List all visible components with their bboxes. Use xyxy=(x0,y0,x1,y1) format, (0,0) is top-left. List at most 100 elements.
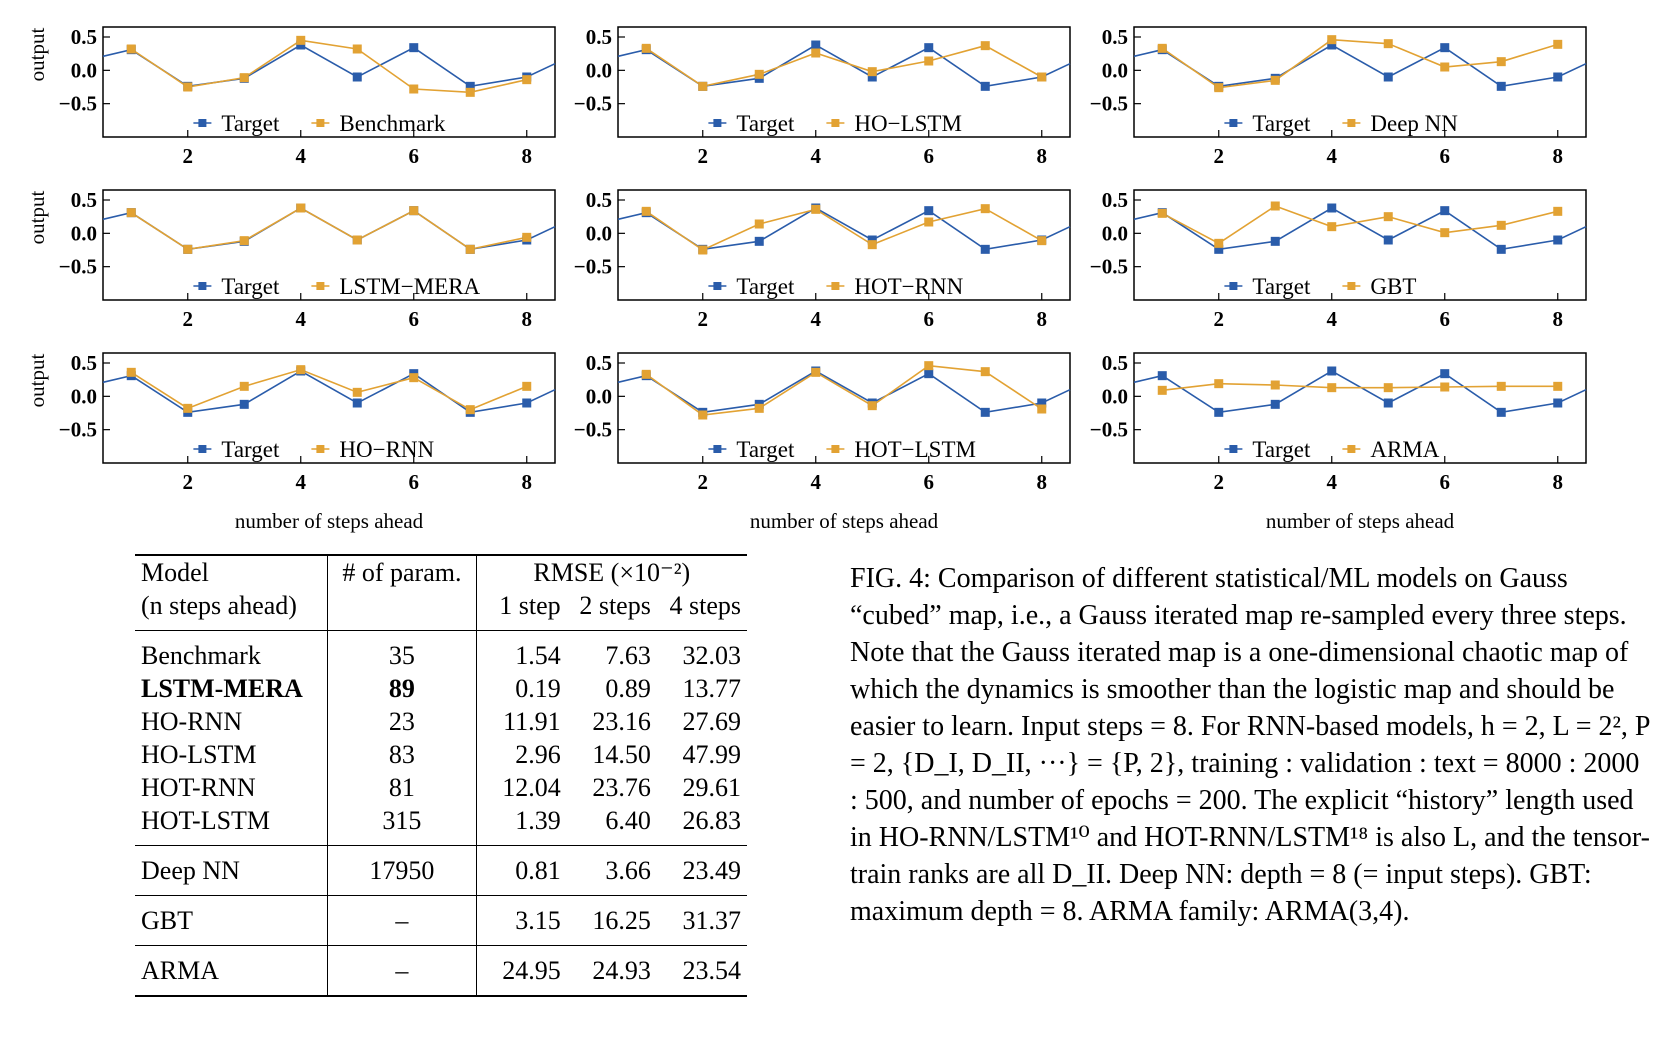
prediction-point xyxy=(409,373,419,383)
target-line xyxy=(1133,207,1587,251)
prediction-point xyxy=(1553,381,1563,391)
legend-target-label: Target xyxy=(221,437,280,462)
y-tick-label: 0.5 xyxy=(586,351,612,375)
x-tick-label: 8 xyxy=(522,144,533,168)
prediction-point xyxy=(239,73,249,83)
target-point xyxy=(409,43,419,53)
legend-model-marker xyxy=(1347,119,1356,127)
prediction-point xyxy=(1270,201,1280,211)
prediction-point xyxy=(1214,83,1224,93)
y-tick-label: −0.5 xyxy=(1090,92,1128,116)
y-tick-label: 0.5 xyxy=(1102,351,1128,375)
legend-target-label: Target xyxy=(736,437,795,462)
x-tick-label: 8 xyxy=(1037,307,1048,331)
target-point xyxy=(1496,244,1506,254)
prediction-point xyxy=(811,367,821,377)
prediction-point xyxy=(980,367,990,377)
prediction-point xyxy=(1440,228,1450,238)
x-tick-label: 4 xyxy=(296,144,307,168)
prediction-point xyxy=(465,87,475,97)
prediction-line xyxy=(1161,205,1558,245)
prediction-line xyxy=(645,44,1043,88)
y-axis-label: output xyxy=(25,354,49,408)
legend-model-label: LSTM−MERA xyxy=(339,274,480,299)
prediction-point xyxy=(183,244,193,254)
subplot-ho-lstm: 0.5 0.0 −0.5 2 4 6 8 Target HO−LSTM xyxy=(574,25,1071,168)
legend-model-marker xyxy=(831,282,840,290)
prediction-point xyxy=(1037,72,1047,82)
target-point xyxy=(1383,235,1393,245)
prediction-point xyxy=(126,44,136,54)
target-point xyxy=(352,72,362,82)
legend-target-marker xyxy=(713,445,722,453)
target-point xyxy=(1496,407,1506,417)
prediction-point xyxy=(1157,385,1167,395)
y-axis-label: output xyxy=(25,191,49,245)
target-point xyxy=(754,236,764,246)
legend-model-marker xyxy=(1347,282,1356,290)
table-row: ARMA – 24.95 24.93 23.54 xyxy=(135,945,747,997)
prediction-point xyxy=(1496,57,1506,67)
target-point xyxy=(1440,369,1450,379)
y-tick-label: 0.0 xyxy=(71,58,97,82)
target-point xyxy=(1157,371,1167,381)
prediction-line xyxy=(130,39,527,94)
target-point xyxy=(980,81,990,91)
legend-target-marker xyxy=(713,119,722,127)
header-step2: 2 steps xyxy=(579,591,651,620)
header-step4: 4 steps xyxy=(669,591,742,620)
prediction-point xyxy=(980,204,990,214)
legend-model-marker xyxy=(1347,445,1356,453)
target-point xyxy=(1553,235,1563,245)
target-point xyxy=(1440,43,1450,53)
subplot-arma: 0.5 0.0 −0.5 2 4 6 8 Target ARMA number of steps … xyxy=(1090,351,1587,533)
prediction-point xyxy=(1214,379,1224,389)
y-tick-label: 0.0 xyxy=(586,221,612,245)
target-line xyxy=(102,207,556,251)
y-tick-label: 0.5 xyxy=(1102,188,1128,212)
prediction-point xyxy=(239,381,249,391)
figure-caption: FIG. 4: Comparison of different statisti… xyxy=(850,563,1650,927)
legend-target-label: Target xyxy=(1252,274,1311,299)
target-point xyxy=(1214,244,1224,254)
y-tick-label: 0.5 xyxy=(586,188,612,212)
prediction-point xyxy=(811,48,821,58)
x-axis-label: number of steps ahead xyxy=(235,509,424,533)
x-axis-label: number of steps ahead xyxy=(1266,509,1455,533)
x-tick-label: 2 xyxy=(1214,144,1225,168)
legend-target-marker xyxy=(713,282,722,290)
target-line xyxy=(617,207,1071,251)
y-tick-label: −0.5 xyxy=(59,418,97,442)
legend-target-label: Target xyxy=(221,111,280,136)
plot-frame xyxy=(102,189,556,301)
prediction-point xyxy=(867,67,877,77)
prediction-point xyxy=(1440,382,1450,392)
header-model: Model xyxy=(135,554,328,589)
x-tick-label: 8 xyxy=(522,307,533,331)
y-tick-label: −0.5 xyxy=(574,92,612,116)
plot-frame xyxy=(102,26,556,138)
y-tick-label: −0.5 xyxy=(1090,255,1128,279)
prediction-point xyxy=(126,208,136,218)
table-row: HO-LSTM 83 2.96 14.50 47.99 xyxy=(141,738,741,771)
target-line xyxy=(617,44,1071,88)
x-tick-label: 4 xyxy=(296,470,307,494)
x-tick-label: 6 xyxy=(924,470,935,494)
header-step1: 1 step xyxy=(499,591,561,620)
target-point xyxy=(522,398,532,408)
y-tick-label: 0.0 xyxy=(1102,58,1128,82)
legend-target-label: Target xyxy=(1252,111,1311,136)
header-rmse: RMSE (×10⁻²) xyxy=(476,554,747,589)
prediction-point xyxy=(1157,43,1167,53)
subplot-benchmark: 0.5 0.0 −0.5 2 4 6 8 Target Benchmark output xyxy=(25,25,556,168)
x-tick-label: 2 xyxy=(183,144,194,168)
x-tick-label: 8 xyxy=(1037,144,1048,168)
legend-model-marker xyxy=(316,119,325,127)
y-tick-label: 0.0 xyxy=(1102,221,1128,245)
prediction-line xyxy=(1162,382,1558,392)
x-tick-label: 2 xyxy=(698,307,709,331)
table-row: LSTM-MERA 89 0.19 0.89 13.77 xyxy=(141,672,741,705)
target-point xyxy=(1383,72,1393,82)
subplot-hot-rnn: 0.5 0.0 −0.5 2 4 6 8 Target HOT−RNN xyxy=(574,188,1071,331)
prediction-point xyxy=(1383,383,1393,393)
